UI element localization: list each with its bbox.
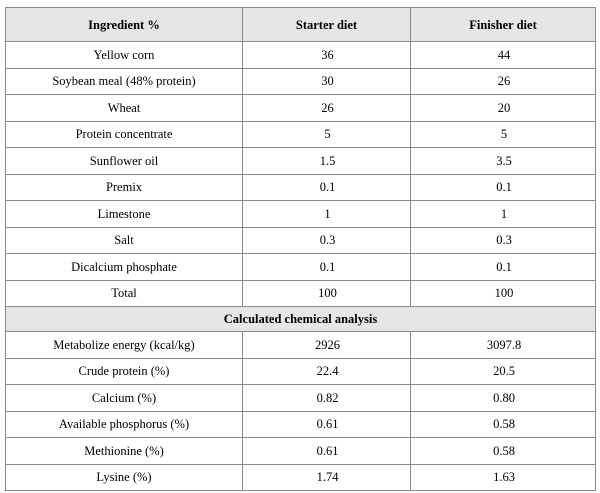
finisher-value-cell: 26 (410, 67, 596, 95)
diet-composition-table-container: Ingredient % Starter diet Finisher diet … (5, 7, 596, 491)
starter-value-cell: 5 (242, 120, 411, 148)
table-row: Lysine (%) 1.74 1.63 (5, 463, 596, 491)
row-label-cell: Crude protein (%) (5, 357, 243, 385)
starter-value-cell: 36 (242, 41, 411, 69)
table-row: Metabolize energy (kcal/kg) 2926 3097.8 (5, 331, 596, 359)
starter-value-cell: 0.1 (242, 253, 411, 281)
table-row: Crude protein (%) 22.4 20.5 (5, 357, 596, 385)
table-row: Calcium (%) 0.82 0.80 (5, 384, 596, 412)
starter-value-cell: 100 (242, 279, 411, 307)
header-row: Ingredient % Starter diet Finisher diet (5, 7, 596, 42)
finisher-value-cell: 0.58 (410, 437, 596, 465)
finisher-value-cell: 20.5 (410, 357, 596, 385)
section-header-row: Calculated chemical analysis (5, 306, 596, 332)
header-starter-diet: Starter diet (242, 7, 411, 42)
table-row: Salt 0.3 0.3 (5, 226, 596, 254)
table-row: Sunflower oil 1.5 3.5 (5, 147, 596, 175)
starter-value-cell: 26 (242, 94, 411, 122)
row-label-cell: Methionine (%) (5, 437, 243, 465)
finisher-value-cell: 3097.8 (410, 331, 596, 359)
table-row: Methionine (%) 0.61 0.58 (5, 437, 596, 465)
starter-value-cell: 0.61 (242, 410, 411, 438)
analysis-section: Metabolize energy (kcal/kg) 2926 3097.8 Cru… (5, 331, 596, 491)
table-row: Limestone 1 1 (5, 200, 596, 228)
row-label-cell: Wheat (5, 94, 243, 122)
table-row: Protein concentrate 5 5 (5, 120, 596, 148)
starter-value-cell: 0.1 (242, 173, 411, 201)
starter-value-cell: 22.4 (242, 357, 411, 385)
starter-value-cell: 30 (242, 67, 411, 95)
starter-value-cell: 1.5 (242, 147, 411, 175)
row-label-cell: Lysine (%) (5, 463, 243, 491)
header-ingredient: Ingredient % (5, 7, 243, 42)
finisher-value-cell: 0.1 (410, 253, 596, 281)
row-label-cell: Soybean meal (48% protein) (5, 67, 243, 95)
row-label-cell: Available phosphorus (%) (5, 410, 243, 438)
finisher-value-cell: 3.5 (410, 147, 596, 175)
row-label-cell: Salt (5, 226, 243, 254)
finisher-value-cell: 5 (410, 120, 596, 148)
diet-composition-table: Ingredient % Starter diet Finisher diet … (5, 7, 596, 491)
finisher-value-cell: 0.58 (410, 410, 596, 438)
header-finisher-diet: Finisher diet (410, 7, 596, 42)
table-row: Dicalcium phosphate 0.1 0.1 (5, 253, 596, 281)
finisher-value-cell: 0.80 (410, 384, 596, 412)
starter-value-cell: 1.74 (242, 463, 411, 491)
starter-value-cell: 1 (242, 200, 411, 228)
row-label-cell: Calcium (%) (5, 384, 243, 412)
finisher-value-cell: 1 (410, 200, 596, 228)
row-label-cell: Limestone (5, 200, 243, 228)
finisher-value-cell: 0.3 (410, 226, 596, 254)
starter-value-cell: 0.82 (242, 384, 411, 412)
finisher-value-cell: 0.1 (410, 173, 596, 201)
ingredients-section: Yellow corn 36 44 Soybean meal (48% protein… (5, 41, 596, 307)
row-label-cell: Yellow corn (5, 41, 243, 69)
finisher-value-cell: 1.63 (410, 463, 596, 491)
table-row: Total 100 100 (5, 279, 596, 307)
table-row: Premix 0.1 0.1 (5, 173, 596, 201)
finisher-value-cell: 100 (410, 279, 596, 307)
row-label-cell: Metabolize energy (kcal/kg) (5, 331, 243, 359)
table-row: Wheat 26 20 (5, 94, 596, 122)
table-row: Soybean meal (48% protein) 30 26 (5, 67, 596, 95)
starter-value-cell: 2926 (242, 331, 411, 359)
finisher-value-cell: 20 (410, 94, 596, 122)
row-label-cell: Dicalcium phosphate (5, 253, 243, 281)
table-row: Available phosphorus (%) 0.61 0.58 (5, 410, 596, 438)
row-label-cell: Premix (5, 173, 243, 201)
section-title: Calculated chemical analysis (5, 306, 596, 332)
starter-value-cell: 0.3 (242, 226, 411, 254)
row-label-cell: Total (5, 279, 243, 307)
table-row: Yellow corn 36 44 (5, 41, 596, 69)
starter-value-cell: 0.61 (242, 437, 411, 465)
finisher-value-cell: 44 (410, 41, 596, 69)
row-label-cell: Sunflower oil (5, 147, 243, 175)
row-label-cell: Protein concentrate (5, 120, 243, 148)
